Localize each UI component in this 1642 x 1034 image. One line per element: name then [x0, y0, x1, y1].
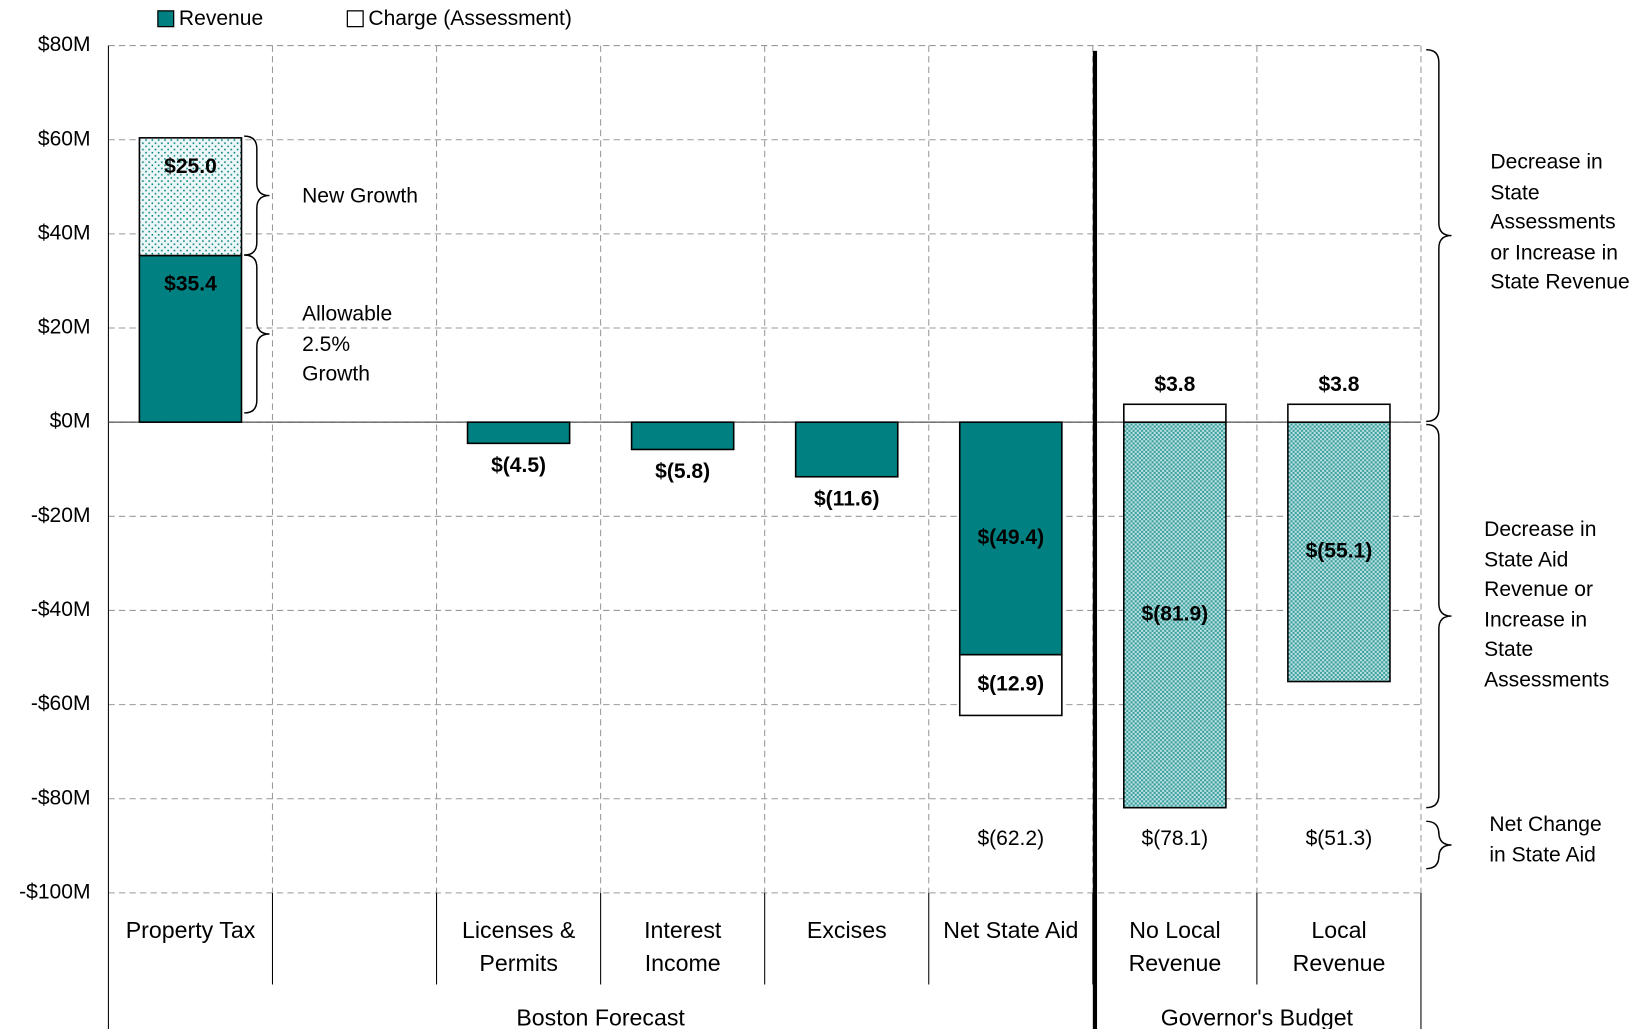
bar [138, 137, 243, 257]
x-tick-label: Local Revenue [1292, 917, 1386, 977]
bar [1123, 403, 1227, 423]
bar [958, 653, 1063, 717]
y-tick-label: -$80M [31, 786, 91, 809]
x-tick-label-box: Net State Aid [943, 917, 1079, 944]
x-tick-label: No Local Revenue [1128, 917, 1222, 977]
x-tick-label-box: No Local Revenue [1128, 917, 1222, 977]
bar [794, 421, 899, 478]
annotation-box: Decrease in State Aid Revenue or Increas… [1484, 518, 1610, 692]
value-label: $35.4 [164, 273, 217, 296]
y-tick-label: -$60M [31, 692, 91, 715]
bar [958, 421, 1063, 656]
x-tick-label: Net State Aid [943, 917, 1079, 944]
x-tick-label-box: Excises [806, 917, 887, 944]
value-label: $25.0 [164, 155, 217, 178]
x-tick-label: Licenses & Permits [462, 917, 576, 977]
legend-label: Revenue [179, 7, 263, 30]
brace [244, 254, 270, 414]
value-label: $(4.5) [491, 454, 546, 477]
annotation-box: Net Change in State Aid [1489, 812, 1602, 867]
x-tick-label-box: Local Revenue [1292, 917, 1386, 977]
net-change-label: $(51.3) [1306, 827, 1373, 850]
group-label: Boston Forecast [516, 1004, 685, 1029]
y-tick-label: $20M [38, 316, 91, 339]
annotation: Decrease in State Aid Revenue or Increas… [1484, 518, 1610, 692]
legend-swatch [346, 10, 364, 28]
legend-label: Charge (Assessment) [368, 7, 572, 30]
bar [1287, 421, 1391, 683]
y-tick-label: -$40M [31, 598, 91, 621]
bar [1123, 421, 1227, 809]
value-label: $(11.6) [814, 487, 880, 510]
x-tick-label-box: Interest Income [644, 917, 722, 977]
annotation: Allowable 2.5% Growth [302, 302, 393, 386]
annotation-box: Decrease in State Assessments or Increas… [1490, 150, 1630, 294]
y-tick-label: $80M [38, 33, 91, 56]
annotation-box: Allowable 2.5% Growth [302, 302, 393, 386]
x-tick-label: Interest Income [644, 917, 722, 977]
net-change-label: $(78.1) [1142, 827, 1209, 850]
value-label: $(49.4) [977, 526, 1044, 549]
brace [1426, 820, 1452, 870]
y-tick-label: $60M [38, 127, 91, 150]
value-label: $(55.1) [1306, 539, 1373, 562]
value-label: $(12.9) [977, 673, 1044, 696]
bar [466, 421, 571, 445]
x-tick-label: Property Tax [125, 917, 256, 944]
y-tick-label: -$20M [31, 504, 91, 527]
annotation: Decrease in State Assessments or Increas… [1490, 150, 1630, 294]
value-label: $3.8 [1154, 373, 1195, 396]
value-label: $3.8 [1318, 373, 1359, 396]
y-tick-label: -$100M [19, 880, 90, 903]
y-tick-label: $40M [38, 221, 91, 244]
annotation: New Growth [302, 184, 418, 208]
brace [1426, 423, 1452, 809]
bar [138, 254, 243, 423]
bar [630, 421, 735, 451]
bar [1287, 403, 1391, 423]
x-tick-label: Excises [806, 917, 887, 944]
value-label: $(5.8) [655, 460, 710, 483]
x-tick-label-box: Property Tax [125, 917, 256, 944]
value-label: $(81.9) [1142, 602, 1209, 625]
annotation-box: New Growth [302, 184, 418, 208]
annotation: Net Change in State Aid [1489, 812, 1602, 867]
net-change-label: $(62.2) [977, 827, 1044, 850]
brace [244, 135, 270, 256]
brace [1426, 49, 1452, 423]
group-label: Governor's Budget [1161, 1004, 1354, 1029]
y-tick-label: $0M [50, 410, 91, 433]
x-tick-label-box: Licenses & Permits [462, 917, 576, 977]
legend-swatch [157, 10, 175, 28]
